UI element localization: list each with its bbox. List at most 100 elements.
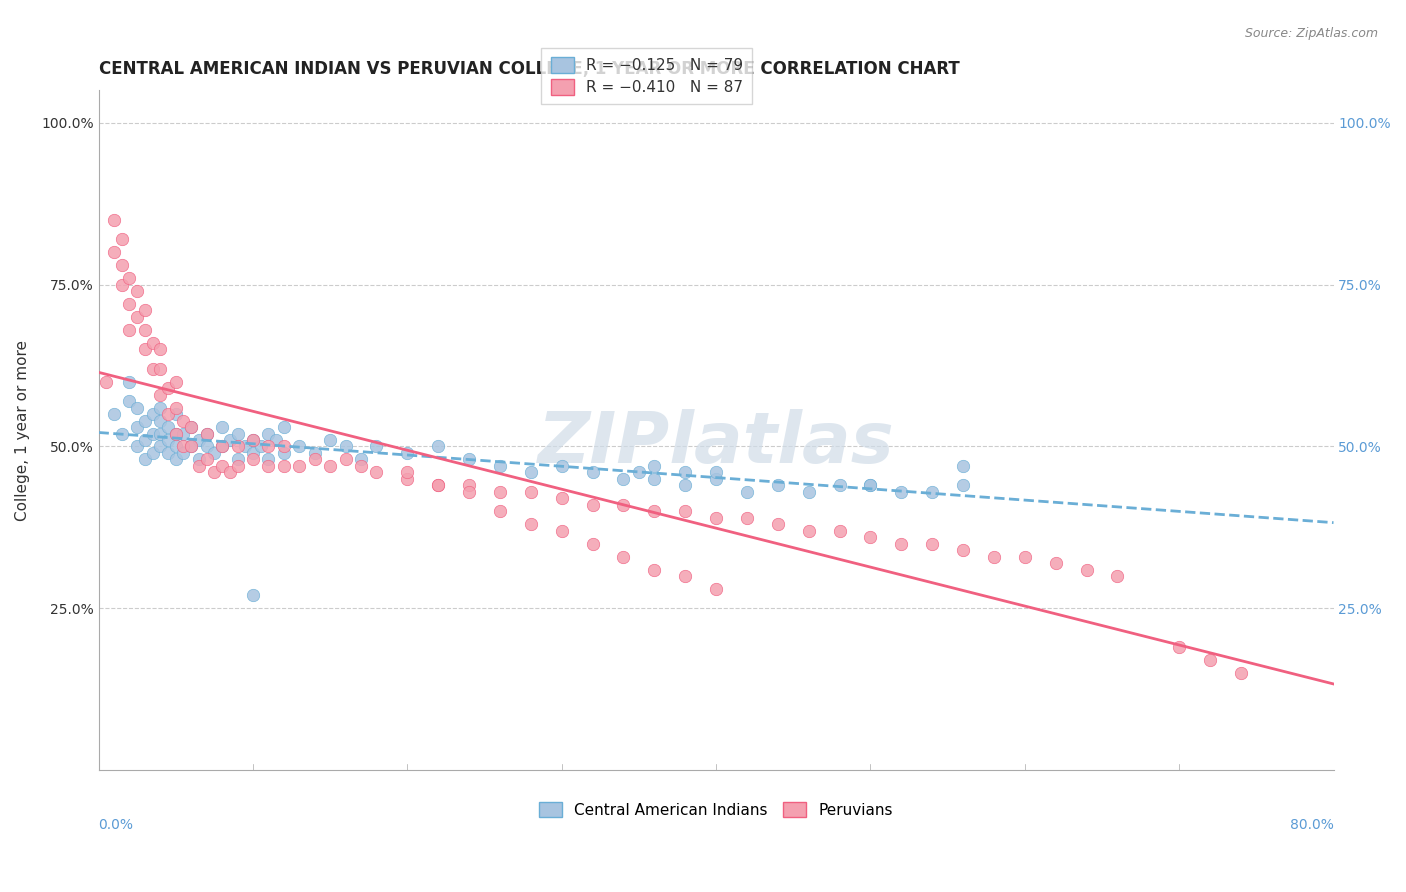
Point (149, 440, 172, 454)
Point (396, 446, 419, 460)
Point (226, 452, 249, 467)
Point (335, 452, 357, 467)
Point (458, 478, 481, 492)
Point (242, 446, 264, 460)
Point (828, 524, 851, 538)
Point (103, 407, 125, 421)
Point (520, 517, 543, 532)
Point (242, 589, 264, 603)
Point (165, 426, 187, 441)
Point (704, 472, 727, 486)
Point (612, 498, 634, 512)
Point (118, 323, 141, 337)
Point (952, 543, 974, 558)
Point (581, 536, 603, 550)
Point (396, 472, 419, 486)
Point (187, 433, 209, 447)
Point (859, 478, 882, 492)
Point (890, 484, 912, 499)
Point (134, 433, 156, 447)
Text: ZIPlatlas: ZIPlatlas (537, 409, 894, 478)
Point (1045, 556, 1067, 570)
Point (149, 414, 172, 428)
Text: 0.0%: 0.0% (98, 818, 134, 832)
Point (427, 478, 450, 492)
Point (627, 466, 650, 480)
Point (134, 343, 156, 357)
Point (273, 440, 295, 454)
Point (366, 440, 388, 454)
Point (704, 582, 727, 596)
Point (520, 466, 543, 480)
Point (335, 440, 357, 454)
Point (173, 414, 195, 428)
Point (921, 536, 943, 550)
Point (157, 446, 180, 460)
Legend: Central American Indians, Peruvians: Central American Indians, Peruvians (533, 796, 898, 824)
Point (134, 414, 156, 428)
Point (458, 484, 481, 499)
Point (242, 433, 264, 447)
Point (350, 458, 373, 473)
Point (242, 452, 264, 467)
Point (704, 466, 727, 480)
Point (983, 549, 1005, 564)
Point (242, 433, 264, 447)
Text: CENTRAL AMERICAN INDIAN VS PERUVIAN COLLEGE, 1 YEAR OR MORE CORRELATION CHART: CENTRAL AMERICAN INDIAN VS PERUVIAN COLL… (98, 60, 959, 78)
Point (211, 420, 233, 434)
Point (581, 498, 603, 512)
Point (797, 484, 820, 499)
Point (142, 361, 165, 376)
Point (673, 478, 696, 492)
Point (187, 458, 209, 473)
Point (828, 478, 851, 492)
Point (134, 303, 156, 318)
Point (202, 446, 225, 460)
Point (157, 407, 180, 421)
Point (118, 297, 141, 311)
Point (149, 387, 172, 401)
Point (458, 452, 481, 467)
Point (1230, 666, 1253, 681)
Point (319, 433, 342, 447)
Point (226, 458, 249, 473)
Point (195, 440, 218, 454)
Point (273, 458, 295, 473)
Point (96, 375, 118, 389)
Point (952, 458, 974, 473)
Point (149, 426, 172, 441)
Point (195, 452, 218, 467)
Point (643, 563, 665, 577)
Point (273, 420, 295, 434)
Point (264, 433, 287, 447)
Point (1168, 640, 1191, 655)
Point (1076, 563, 1098, 577)
Point (288, 458, 311, 473)
Point (396, 466, 419, 480)
Point (149, 343, 172, 357)
Point (165, 375, 187, 389)
Point (173, 440, 195, 454)
Point (218, 466, 240, 480)
Point (127, 440, 149, 454)
Point (111, 426, 134, 441)
Point (612, 472, 634, 486)
Point (288, 440, 311, 454)
Point (735, 484, 758, 499)
Point (142, 335, 165, 350)
Point (249, 440, 271, 454)
Point (1107, 569, 1129, 583)
Point (427, 478, 450, 492)
Point (195, 426, 218, 441)
Text: Source: ZipAtlas.com: Source: ZipAtlas.com (1244, 27, 1378, 40)
Point (149, 361, 172, 376)
Point (180, 420, 202, 434)
Point (165, 401, 187, 415)
Point (211, 440, 233, 454)
Point (766, 517, 789, 532)
Point (257, 458, 280, 473)
Point (157, 433, 180, 447)
Point (127, 310, 149, 324)
Point (890, 536, 912, 550)
Point (257, 452, 280, 467)
